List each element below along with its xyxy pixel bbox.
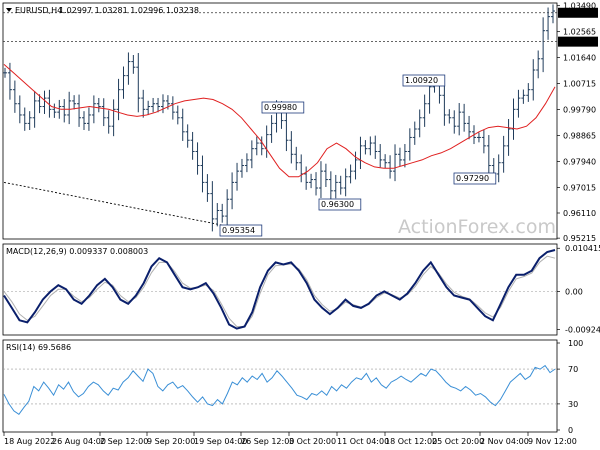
rsi-y-tick-label: 30 bbox=[568, 400, 578, 409]
macd-title: MACD(12,26,9) 0.009337 0.008003 bbox=[6, 247, 148, 256]
price-panel: 0.99980 1.00920 0.96300 0.97290 0.95354 1.03… bbox=[2, 2, 598, 243]
chart-symbol: EURUSD,H4 bbox=[15, 6, 62, 15]
price-markers: 1.03238 1.02210 bbox=[558, 7, 598, 47]
x-tick-label: 26 Aug 04:00 bbox=[52, 437, 106, 446]
price-y-tick-label: 0.97015 bbox=[563, 184, 596, 193]
x-tick-label: 18 Aug 2022 bbox=[4, 437, 55, 446]
price-y-tick-label: 1.00715 bbox=[563, 80, 596, 89]
price-y-tick-label: 0.98865 bbox=[563, 132, 596, 141]
x-tick-label: 2 Sep 12:00 bbox=[100, 437, 148, 446]
price-y-tick-label: 0.99790 bbox=[563, 106, 596, 115]
dropdown-triangle-icon[interactable] bbox=[6, 8, 12, 12]
rsi-level-lines bbox=[3, 368, 557, 405]
price-annotation-label: 0.95354 bbox=[222, 226, 255, 235]
price-marker-label: 1.03238 bbox=[561, 9, 594, 18]
price-y-tick-label: 1.02565 bbox=[563, 28, 596, 37]
macd-signal-line bbox=[3, 255, 556, 327]
x-tick-label: 26 Sep 12:00 bbox=[241, 437, 294, 446]
x-tick-label: 9 Sep 20:00 bbox=[147, 437, 195, 446]
price-y-tick-label: 0.97940 bbox=[563, 158, 596, 167]
rsi-panel: 100 70 30 0 RSI(14) 69.5686 bbox=[2, 339, 583, 435]
macd-y-tick-label: 0.00 bbox=[565, 287, 583, 296]
x-tick-label: 25 Oct 20:00 bbox=[432, 437, 484, 446]
price-bars bbox=[3, 4, 555, 232]
x-tick-label: 19 Sep 04:00 bbox=[194, 437, 247, 446]
price-annotation-label: 0.97290 bbox=[456, 174, 489, 183]
price-marker: 1.03238 bbox=[558, 7, 598, 18]
rsi-y-axis: 100 70 30 0 bbox=[557, 339, 583, 435]
price-y-tick-label: 0.95215 bbox=[563, 234, 596, 243]
price-marker-bg bbox=[558, 36, 598, 47]
watermark: ActionForex.com bbox=[398, 216, 556, 238]
x-tick-label: 2 Nov 04:00 bbox=[480, 437, 529, 446]
rsi-line bbox=[3, 364, 556, 415]
macd-line bbox=[3, 249, 556, 330]
price-level-lines bbox=[3, 12, 557, 42]
price-y-tick-label: 0.96110 bbox=[563, 209, 596, 218]
chart-ohlc: 1.02997 1.03281 1.02996 1.03238 bbox=[59, 6, 199, 15]
trend-line bbox=[3, 181, 256, 232]
price-annotation-label: 0.99980 bbox=[264, 103, 297, 112]
macd-y-tick-label: -0.009244 bbox=[565, 326, 600, 335]
rsi-title: RSI(14) 69.5686 bbox=[6, 343, 71, 352]
chart-header: EURUSD,H4 1.02997 1.03281 1.02996 1.0323… bbox=[6, 6, 199, 15]
macd-panel: 0.010415 0.00 -0.009244 MACD(12,26,9) 0.00… bbox=[2, 243, 600, 336]
x-tick-label: 9 Nov 12:00 bbox=[528, 437, 577, 446]
rsi-y-tick-label: 100 bbox=[568, 339, 583, 348]
price-marker-bg bbox=[558, 7, 598, 18]
price-annotations: 0.99980 1.00920 0.96300 0.97290 0.95354 bbox=[219, 74, 497, 237]
x-tick-label: 11 Oct 04:00 bbox=[337, 437, 389, 446]
price-y-tick-label: 1.03490 bbox=[563, 2, 596, 11]
price-annotation-box bbox=[453, 172, 497, 185]
price-annotation-label: 1.00920 bbox=[405, 76, 438, 85]
price-y-axis: 1.03490 1.02565 1.01640 1.00715 0.99790 0.988… bbox=[557, 2, 596, 243]
price-marker-label: 1.02210 bbox=[561, 38, 594, 47]
x-tick-label: 18 Oct 12:00 bbox=[385, 437, 437, 446]
price-marker: 1.02210 bbox=[558, 36, 598, 47]
x-tick-label: 3 Oct 20:00 bbox=[289, 437, 336, 446]
price-annotation-box bbox=[402, 74, 446, 87]
price-annotation-box bbox=[318, 198, 362, 211]
moving-average-line bbox=[3, 64, 556, 178]
price-annotation-box bbox=[219, 224, 263, 237]
long-term-trend-line bbox=[3, 181, 256, 232]
macd-y-axis: 0.010415 0.00 -0.009244 bbox=[557, 244, 600, 335]
price-annotation-box bbox=[261, 101, 305, 114]
rsi-y-tick-label: 0 bbox=[568, 426, 573, 435]
price-y-tick-label: 1.01640 bbox=[563, 54, 596, 63]
rsi-y-tick-label: 70 bbox=[568, 365, 578, 374]
macd-y-tick-label: 0.010415 bbox=[565, 244, 600, 253]
price-annotation-label: 0.96300 bbox=[321, 200, 354, 209]
